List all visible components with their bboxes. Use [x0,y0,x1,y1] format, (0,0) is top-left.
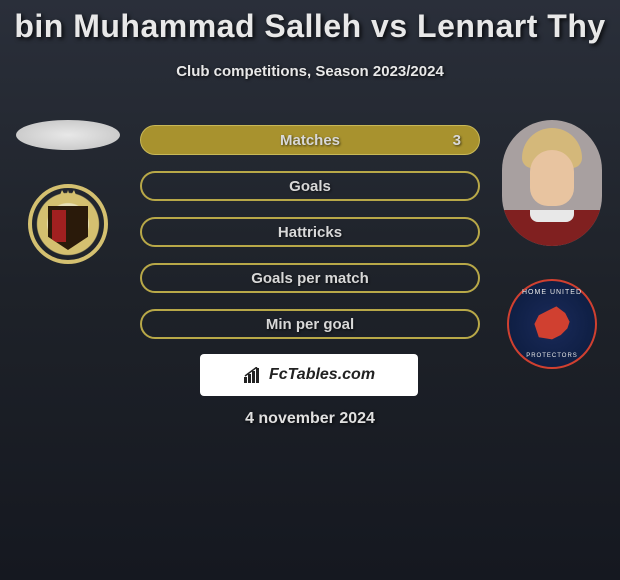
player-right-column: HOME UNITED PROTECTORS [492,120,612,374]
branding-badge: FcTables.com [200,354,418,396]
club-badge-left [23,174,113,274]
player-right-photo [502,120,602,246]
page-title: bin Muhammad Salleh vs Lennart Thy [0,0,620,45]
stat-row: Min per goal [140,309,480,339]
subtitle: Club competitions, Season 2023/2024 [0,63,620,80]
badge-right-top-text: HOME UNITED [509,289,595,296]
branding-text: FcTables.com [269,366,375,384]
badge-right-bottom-text: PROTECTORS [509,353,595,359]
stat-label: Goals per match [142,270,478,287]
stat-row: Goals [140,171,480,201]
club-badge-right: HOME UNITED PROTECTORS [507,274,597,374]
chart-icon [243,367,263,383]
stat-row: Hattricks [140,217,480,247]
stat-label: Goals [142,178,478,195]
stat-row: Matches3 [140,125,480,155]
stat-label: Hattricks [142,224,478,241]
stat-label: Min per goal [142,316,478,333]
lion-icon [530,302,574,346]
date-label: 4 november 2024 [0,410,620,428]
player-left-column [8,120,128,274]
stat-label: Matches [141,132,479,149]
player-left-photo [16,120,120,150]
stats-table: Matches3 Goals Hattricks Goals per match Min… [140,125,480,355]
stat-value-right: 3 [453,132,461,149]
stat-row: Goals per match [140,263,480,293]
